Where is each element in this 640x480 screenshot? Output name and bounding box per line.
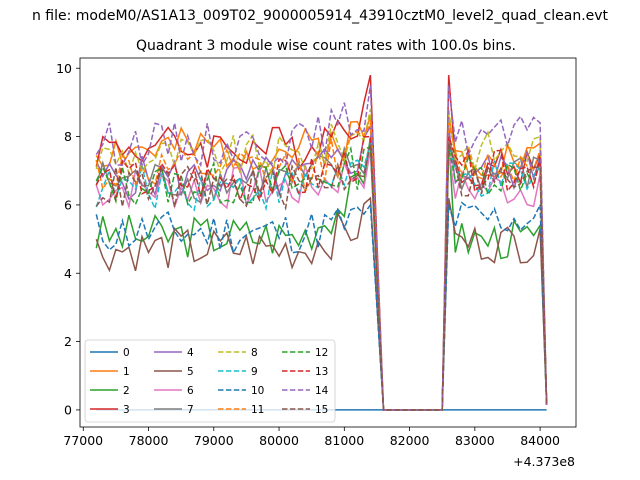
chart-title: Quadrant 3 module wise count rates with … <box>136 38 516 54</box>
legend-label-14: 14 <box>315 385 329 397</box>
series-line-13 <box>95 135 548 411</box>
legend-label-12: 12 <box>315 347 328 359</box>
legend-label-7: 7 <box>187 404 194 416</box>
y-tick-label: 0 <box>64 402 72 417</box>
x-axis-offset-label: +4.373e8 <box>513 454 575 469</box>
series-line-2 <box>95 136 548 411</box>
x-tick-label: 83000 <box>455 433 495 448</box>
series-layer <box>95 74 548 411</box>
legend-label-4: 4 <box>187 347 194 359</box>
legend-label-2: 2 <box>123 385 130 397</box>
y-tick-label: 10 <box>56 61 72 76</box>
series-line-8 <box>95 109 548 411</box>
x-tick-label: 80000 <box>259 433 299 448</box>
x-tick-label: 77000 <box>63 433 103 448</box>
x-tick-label: 78000 <box>129 433 169 448</box>
legend-label-11: 11 <box>251 404 264 416</box>
series-line-5 <box>95 196 548 411</box>
series-line-15 <box>95 143 548 411</box>
x-tick-label: 82000 <box>390 433 430 448</box>
y-tick-label: 8 <box>64 129 72 144</box>
x-tick-label: 84000 <box>520 433 560 448</box>
y-tick-label: 6 <box>64 197 72 212</box>
x-tick-label: 79000 <box>194 433 234 448</box>
figure-suptitle: n file: modeM0/AS1A13_009T02_9000005914_… <box>32 8 609 24</box>
axes-layer: 77000 78000 79000 80000 81000 82000 83000 84000… <box>56 61 560 448</box>
legend-label-3: 3 <box>123 404 130 416</box>
legend-label-6: 6 <box>187 385 194 397</box>
legend-label-1: 1 <box>123 366 130 378</box>
legend-label-5: 5 <box>187 366 194 378</box>
legend-label-13: 13 <box>315 366 328 378</box>
x-tick-label: 81000 <box>324 433 364 448</box>
y-tick-label: 2 <box>64 334 72 349</box>
series-line-14 <box>95 85 548 411</box>
legend-frame <box>84 339 336 423</box>
legend-label-9: 9 <box>251 366 258 378</box>
legend-label-0: 0 <box>123 347 130 359</box>
series-line-12 <box>95 145 548 411</box>
legend-label-8: 8 <box>251 347 258 359</box>
legend-label-10: 10 <box>251 385 264 397</box>
plot-area-frame <box>79 57 577 428</box>
legend-label-15: 15 <box>315 404 328 416</box>
series-line-10 <box>95 201 548 411</box>
y-tick-label: 4 <box>64 266 72 281</box>
